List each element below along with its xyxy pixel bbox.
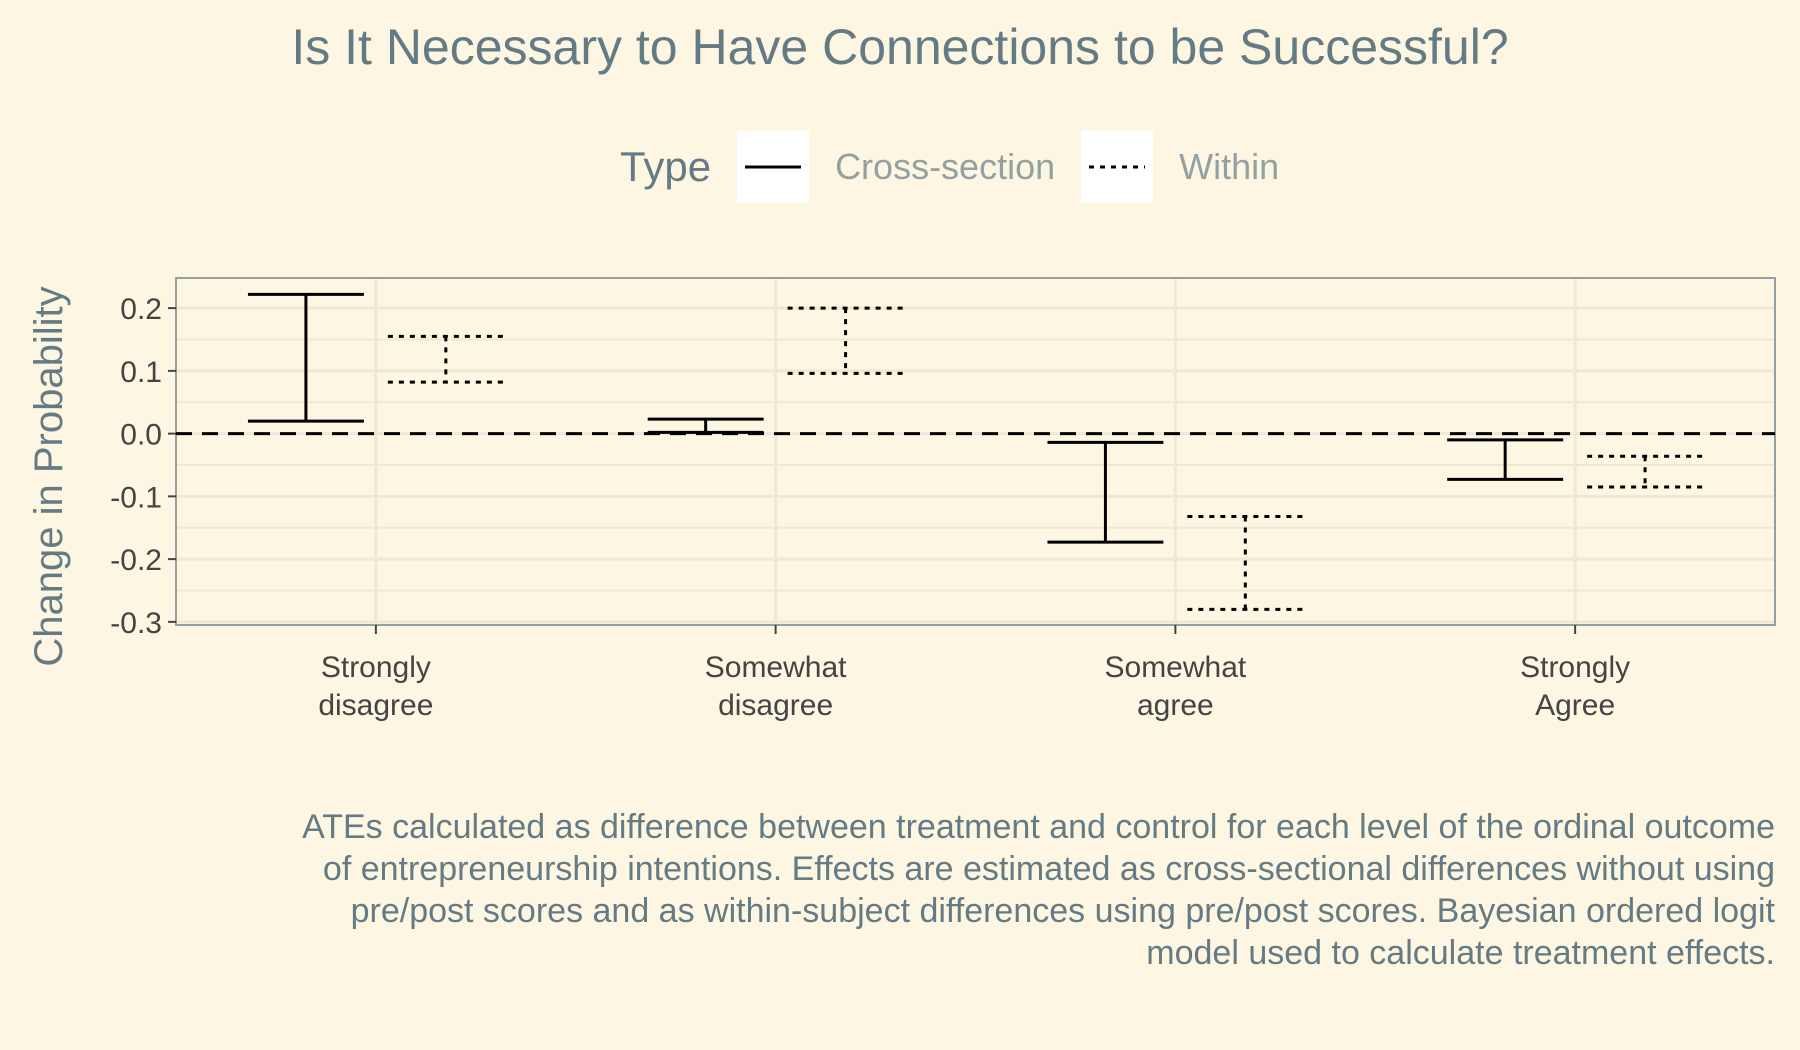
legend-key-cross-section bbox=[737, 131, 810, 203]
y-tick-label: 0.0 bbox=[120, 419, 162, 452]
y-tick-label: 0.1 bbox=[120, 356, 162, 389]
y-tick-label: -0.1 bbox=[110, 481, 162, 514]
y-tick-label: 0.2 bbox=[120, 293, 162, 326]
legend-key-within bbox=[1081, 131, 1154, 203]
y-tick-label: -0.2 bbox=[110, 544, 162, 577]
chart-plot: 0.2 0.1 0.0 -0.1 -0.2 -0.3 Strongly disagree Som… bbox=[27, 277, 1776, 722]
y-tick-label: -0.3 bbox=[110, 607, 162, 640]
x-tick-label: Strongly disagree bbox=[318, 651, 433, 722]
legend-title: Type bbox=[620, 143, 712, 190]
y-axis-title: Change in Probability bbox=[27, 286, 71, 666]
x-tick-label: Strongly Agree bbox=[1520, 651, 1630, 722]
legend-label-within: Within bbox=[1179, 146, 1280, 187]
x-tick-label: Somewhat agree bbox=[1105, 651, 1247, 722]
x-tick-label: Somewhat disagree bbox=[705, 651, 847, 722]
legend-label-cross-section: Cross-section bbox=[835, 146, 1056, 187]
caption: ATEs calculated as difference between tr… bbox=[302, 808, 1775, 972]
legend: Type Cross-section Within bbox=[620, 130, 1305, 204]
panel-border bbox=[175, 277, 1776, 626]
chart-title: Is It Necessary to Have Connections to b… bbox=[291, 19, 1509, 75]
